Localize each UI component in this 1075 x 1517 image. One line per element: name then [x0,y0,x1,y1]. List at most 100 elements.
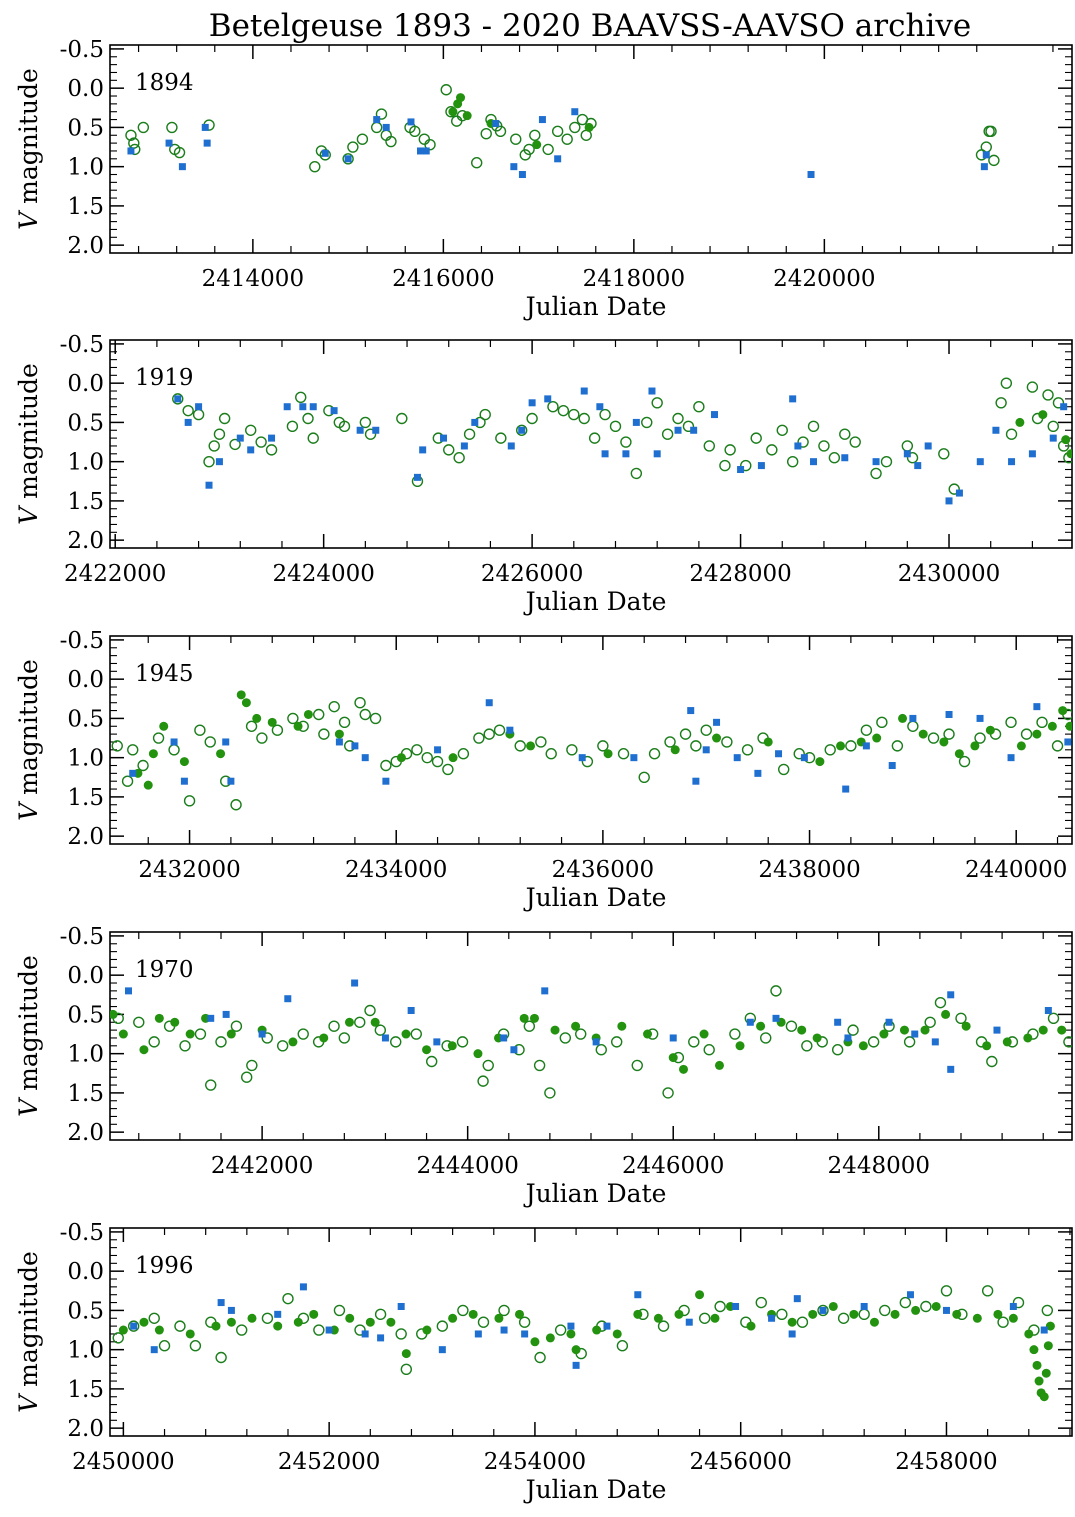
square-point [1049,434,1057,442]
open-circle-point [347,141,359,153]
filled-circle-point [448,753,458,763]
open-circle-point [1026,381,1039,393]
filled-circle-point [247,1313,257,1323]
open-circle-point [664,736,676,748]
square-point [227,1306,235,1314]
x-tick-label: 2450000 [72,1449,174,1475]
square-point [1028,450,1036,458]
square-point [544,395,552,403]
open-circle-point [609,420,622,433]
filled-circle-point [566,1329,576,1339]
square-point [178,163,186,171]
square-point [460,442,468,450]
open-circle-point [778,763,790,776]
open-circle-point [514,740,526,752]
filled-circle-point [468,1309,478,1319]
square-point [518,171,526,179]
open-circle-point [370,121,383,134]
open-circle-point [1052,397,1065,409]
square-point [746,1018,754,1026]
square-point [506,726,514,734]
open-circle-point [333,1304,346,1317]
filled-circle-point [273,1321,283,1331]
square-point [578,754,586,762]
filled-circle-point [303,709,313,719]
open-circle-point [776,424,788,436]
square-point [284,995,292,1003]
square-point [810,458,818,466]
open-circle-point [328,700,340,713]
x-tick-label: 2424000 [272,561,374,587]
open-circle-point [828,452,841,464]
square-point [510,163,518,171]
open-circle-point [245,424,257,436]
open-circle-point [569,121,581,134]
y-tick-label: -0.5 [60,37,104,63]
x-tick-label: 2458000 [895,1449,997,1475]
open-circle-point [581,755,594,768]
y-tick-label: -0.5 [60,924,104,950]
y-tick-label: 1.0 [67,746,104,772]
open-circle-point [411,744,423,756]
open-circle-point [318,728,330,740]
filled-circle-point [529,1013,539,1023]
open-circle-point [860,724,873,736]
filled-circle-point [668,1053,678,1063]
filled-circle-point [815,757,825,767]
filled-circle-point [982,1041,992,1051]
data-points [112,1283,1055,1402]
open-circle-point [631,1059,643,1072]
filled-circle-point [1065,721,1072,731]
open-circle-point [995,397,1007,409]
open-circle-point [801,1040,813,1052]
open-circle-point [307,432,319,444]
y-tick-label: 0.0 [67,667,104,693]
square-point [567,1322,575,1330]
open-circle-point [443,444,455,456]
open-circle-point [354,697,366,709]
filled-circle-point [139,1045,149,1055]
square-point [794,442,802,450]
filled-circle-point [226,1029,236,1039]
open-circle-point [313,1324,325,1336]
filled-circle-point [1039,1392,1049,1402]
square-point [382,123,390,131]
square-point [165,139,173,147]
filled-circle-point [159,721,169,731]
y-tick-label: 1.5 [67,1377,104,1403]
open-circle-point [172,393,184,405]
x-tick-label: 2442000 [211,1153,313,1179]
filled-circle-point [422,1325,432,1335]
filled-circle-point [808,1309,818,1319]
open-circle-point [980,141,992,153]
square-point [361,1330,369,1338]
open-circle-point [229,438,241,451]
square-point [603,1322,611,1330]
open-circle-point [997,1316,1009,1328]
y-tick-label: 0.0 [67,371,104,397]
filled-circle-point [236,690,246,700]
y-axis-label: V magnitude [14,955,43,1117]
y-tick-label: 1.5 [67,194,104,220]
filled-circle-point [571,1021,581,1031]
open-circle-point [958,755,971,768]
square-point [732,1302,740,1310]
filled-circle-point [1038,1025,1048,1035]
open-circle-point [356,133,369,145]
square-point [356,426,364,434]
y-tick-label: 0.5 [67,1002,104,1028]
open-circle-point [693,401,705,413]
square-point [382,777,390,785]
open-circle-point [152,732,165,744]
open-circle-point [409,125,421,138]
square-point [1007,754,1015,762]
open-circle-point [421,751,433,764]
open-circle-point [457,748,470,760]
square-point [377,1334,385,1342]
y-axis-label: V magnitude [14,68,43,230]
open-circle-point [286,420,299,433]
square-point [888,762,896,770]
open-circle-point [750,432,762,444]
square-point [419,446,427,454]
